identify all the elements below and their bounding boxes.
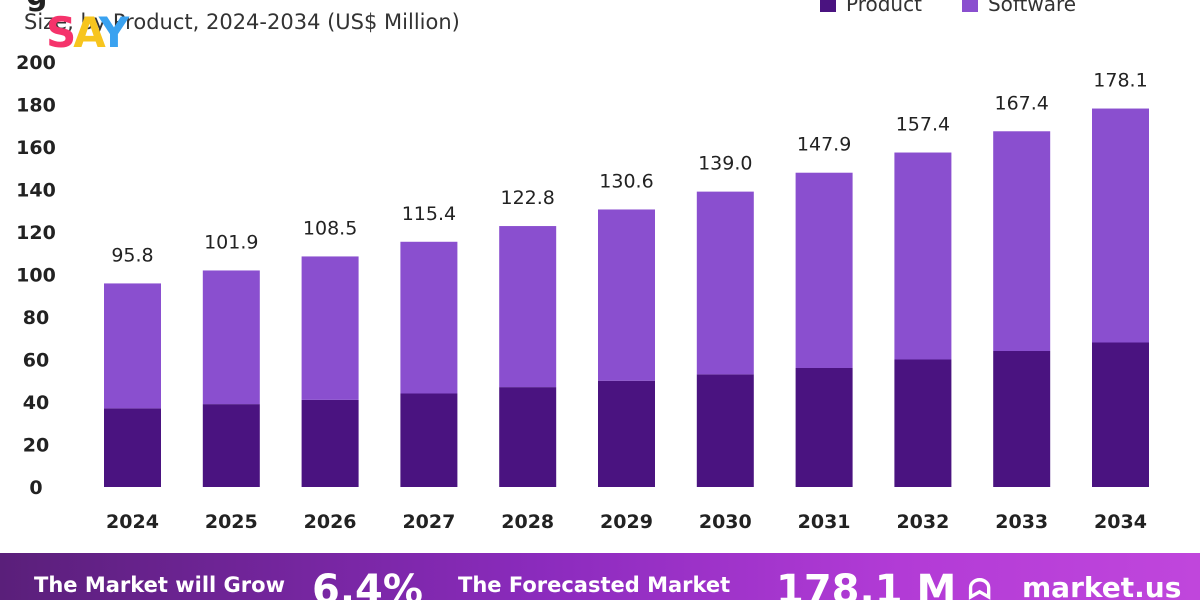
legend-swatch-product [820, 0, 836, 12]
watermark-logo: SAY [46, 8, 129, 57]
x-tick-label-2027: 2027 [402, 511, 455, 533]
market-us-logo-icon: ᗣ [968, 573, 991, 600]
banner-grow-text: The Market will Grow [34, 573, 285, 597]
y-tick-label: 0 [29, 477, 42, 499]
bar-software-2026 [301, 256, 359, 400]
title-fragment: g [26, 0, 47, 13]
banner-forecast-text: The Forecasted Market [458, 573, 731, 597]
bar-software-2030 [696, 191, 754, 375]
x-tick-label-2029: 2029 [600, 511, 653, 533]
x-tick-label-2032: 2032 [896, 511, 949, 533]
market-us-logo-text: market.us [1022, 571, 1182, 600]
bar-product-2030 [696, 374, 754, 487]
bar-product-2033 [993, 351, 1051, 487]
data-label-2024: 95.8 [111, 244, 153, 266]
bar-software-2027 [400, 241, 458, 394]
bar-software-2029 [598, 209, 655, 381]
banner-cagr-value: 6.4% [312, 567, 423, 600]
data-label-2025: 101.9 [204, 231, 258, 253]
bar-product-2024 [104, 408, 161, 487]
data-label-2026: 108.5 [303, 217, 357, 239]
bar-product-2025 [202, 404, 260, 487]
legend-item-software: Software [961, 0, 1077, 16]
bar-product-2027 [400, 393, 458, 487]
bar-software-2024 [104, 283, 161, 409]
data-label-2032: 157.4 [896, 114, 950, 136]
data-label-2033: 167.4 [994, 92, 1048, 114]
bar-product-2031 [795, 368, 853, 487]
x-tick-label-2034: 2034 [1094, 511, 1147, 533]
legend-item-product: Product [820, 0, 922, 16]
data-label-2029: 130.6 [599, 170, 653, 192]
bar-product-2034 [1092, 342, 1149, 487]
bar-software-2032 [894, 152, 952, 360]
banner-forecast-value: 178.1 M [776, 567, 957, 600]
chart-legend: Product Software [820, 0, 1076, 16]
bar-chart: 0 20 40 60 80 100 120 140 160 180 200 95.8 2024 101.9… [16, 52, 1149, 533]
x-tick-label-2033: 2033 [995, 511, 1048, 533]
legend-label-product: Product [846, 0, 922, 16]
bar-product-2026 [301, 399, 359, 487]
bar-product-2028 [499, 387, 557, 487]
x-tick-label-2026: 2026 [304, 511, 357, 533]
bar-software-2025 [202, 270, 260, 405]
y-tick-label: 20 [23, 435, 49, 457]
x-tick-label-2028: 2028 [501, 511, 554, 533]
bar-software-2033 [993, 131, 1051, 351]
legend-swatch-software [961, 0, 978, 12]
data-label-2034: 178.1 [1093, 70, 1147, 92]
y-tick-label: 60 [23, 350, 49, 372]
data-label-2030: 139.0 [698, 153, 752, 175]
data-label-2028: 122.8 [500, 187, 554, 209]
y-tick-label: 100 [16, 265, 56, 287]
x-tick-label-2031: 2031 [798, 511, 851, 533]
x-tick-label-2024: 2024 [106, 511, 159, 533]
chart-subtitle: Size, by Product, 2024-2034 (US$ Million… [24, 10, 460, 34]
y-tick-label: 140 [16, 180, 56, 202]
y-tick-label: 180 [16, 95, 56, 117]
data-label-2027: 115.4 [402, 203, 456, 225]
bar-product-2029 [598, 380, 655, 487]
y-tick-label: 40 [23, 392, 49, 414]
y-tick-label: 200 [16, 52, 56, 74]
bar-product-2032 [894, 359, 952, 487]
x-tick-label-2030: 2030 [699, 511, 752, 533]
y-tick-label: 80 [23, 307, 49, 329]
bar-software-2034 [1092, 108, 1149, 343]
y-tick-label: 120 [16, 222, 56, 244]
bar-software-2028 [499, 226, 557, 388]
legend-label-software: Software [987, 0, 1077, 16]
y-tick-label: 160 [16, 137, 56, 159]
summary-banner: The Market will Grow 6.4% The Forecasted… [0, 553, 1200, 600]
bar-software-2031 [795, 172, 853, 368]
x-tick-label-2025: 2025 [205, 511, 258, 533]
data-label-2031: 147.9 [797, 134, 851, 156]
